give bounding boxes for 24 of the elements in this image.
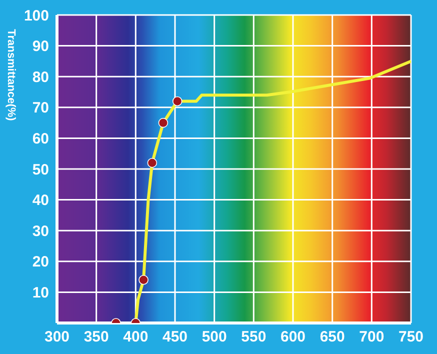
- y-axis-title: Transmittance(%): [5, 29, 18, 122]
- point: [172, 96, 182, 106]
- y-tick-label: 80: [32, 68, 49, 86]
- y-tick-label: 60: [32, 130, 49, 148]
- y-tick-label: 70: [32, 100, 49, 117]
- y-tick-label: 100: [24, 7, 49, 24]
- x-tick-label: 400: [123, 328, 148, 346]
- y-tick-label: 40: [32, 192, 49, 210]
- y-tick-label: 20: [32, 254, 49, 271]
- x-tick-label: 750: [398, 328, 424, 346]
- x-tick-label: 500: [202, 328, 227, 346]
- x-tick-label: 650: [320, 328, 345, 346]
- x-tick-label: 450: [162, 328, 188, 346]
- x-tick-label: 350: [84, 328, 109, 346]
- y-tick-label: 30: [32, 222, 49, 240]
- x-tick-label: 600: [280, 328, 306, 346]
- y-tick-label: 90: [32, 38, 49, 56]
- x-tick-label: 700: [359, 328, 384, 346]
- x-tick-label: 550: [241, 328, 266, 346]
- point: [158, 118, 168, 128]
- y-tick-label: 50: [32, 161, 49, 178]
- point: [147, 158, 158, 168]
- y-tick-label: 10: [32, 284, 49, 302]
- x-tick-label: 300: [44, 328, 70, 346]
